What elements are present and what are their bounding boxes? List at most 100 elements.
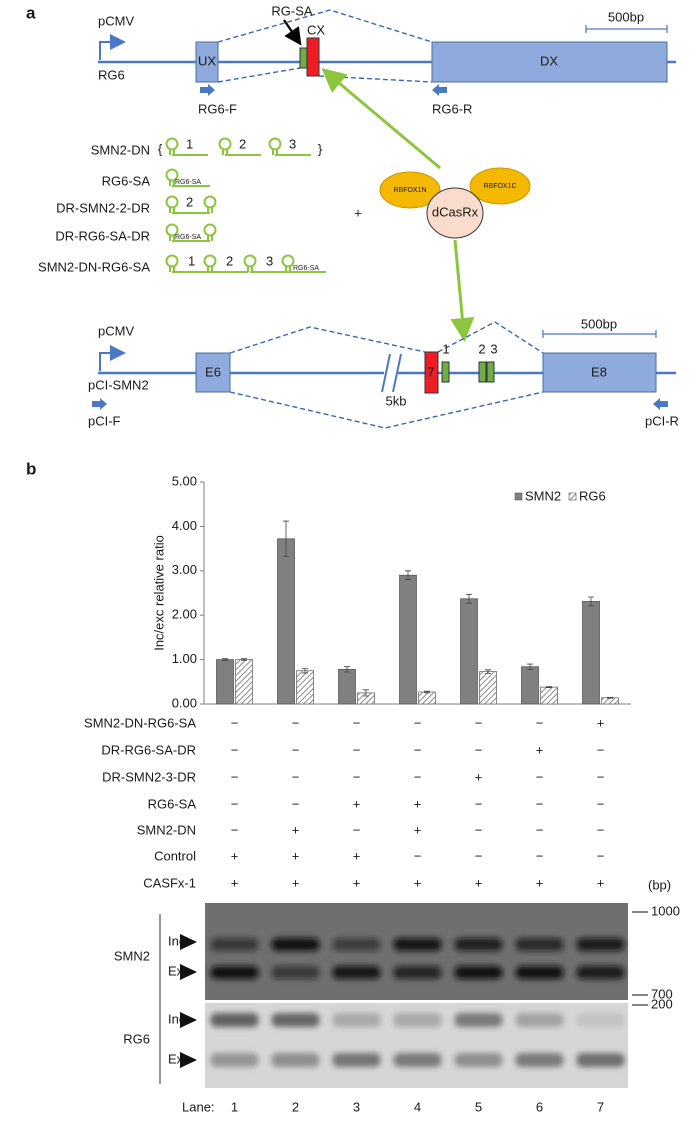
- exon: [195, 352, 231, 393]
- protein: [426, 187, 484, 239]
- exon-label: E8: [591, 364, 607, 379]
- sgrna-site: [486, 361, 495, 383]
- error-bar: [546, 686, 552, 688]
- primer-label: pCI-R: [645, 413, 679, 428]
- error-bar: [588, 596, 594, 607]
- break-mark: [381, 353, 402, 393]
- protein: [469, 167, 531, 205]
- gel: 1 2 3 4 5 6 7Lane:(bp)1000700200SMN2IncExcRG6I…: [114, 877, 680, 1114]
- guide-element: 3: [289, 136, 296, 151]
- legend-swatch: [568, 492, 577, 501]
- condition-mark: −: [597, 769, 605, 784]
- condition-mark: −: [475, 715, 483, 730]
- primer-arrow: [200, 84, 215, 96]
- hairpin: [218, 137, 232, 151]
- condition-mark: −: [536, 822, 544, 837]
- gel-band: [454, 966, 503, 979]
- bar: [216, 659, 234, 705]
- condition-mark: −: [231, 769, 239, 784]
- condition-mark: −: [597, 848, 605, 863]
- condition-mark: +: [414, 875, 422, 890]
- primer-arrow: [92, 398, 107, 410]
- exon: [431, 41, 668, 83]
- lane-number: 7: [597, 1099, 604, 1114]
- scale-bar: [585, 25, 668, 33]
- gel-band: [393, 938, 442, 951]
- hairpin: [207, 235, 213, 241]
- exon-splice-site: [299, 47, 308, 69]
- lane-number: 3: [353, 1099, 360, 1114]
- condition-mark: +: [231, 848, 239, 863]
- splice-path: [217, 67, 301, 83]
- condition-label: SMN2-DN: [137, 822, 196, 837]
- primer-label: RG6-F: [198, 101, 237, 116]
- splice-site-label: RG-SA: [271, 3, 313, 18]
- lane-number: 4: [414, 1099, 421, 1114]
- guide-name: DR-RG6-SA-DR: [55, 228, 150, 243]
- splice-path: [229, 391, 544, 429]
- protein-label: RBFOX1N: [393, 187, 426, 194]
- y-axis-label: Inc/exc relative ratio: [151, 535, 166, 651]
- condition-mark: −: [292, 742, 300, 757]
- size-unit: (bp): [648, 877, 671, 892]
- guide-name: RG6-SA: [102, 173, 151, 188]
- band-arrow: [180, 1012, 197, 1028]
- plus-sign: +: [354, 205, 362, 220]
- condition-mark: −: [353, 822, 361, 837]
- bar-chart: 0.00 1.00 2.00 3.00 4.00 5.00 Inc/exc relative…: [151, 473, 631, 710]
- gel-band: [393, 966, 442, 979]
- condition-mark: −: [475, 848, 483, 863]
- exon-label: UX: [198, 53, 216, 68]
- error-bar: [222, 658, 228, 661]
- primer-arrow: [432, 84, 447, 96]
- condition-mark: −: [292, 796, 300, 811]
- condition-mark: −: [353, 742, 361, 757]
- gel-band: [515, 1053, 564, 1067]
- guide-element: 2: [239, 136, 246, 151]
- exon: [195, 41, 219, 83]
- gel-band: [271, 1013, 320, 1027]
- band-arrow: [180, 964, 197, 980]
- condition-mark: −: [414, 715, 422, 730]
- gel-image: [205, 903, 628, 1000]
- size-marker: 200: [651, 996, 673, 1011]
- condition-mark: −: [475, 796, 483, 811]
- primer-label: RG6-R: [432, 101, 472, 116]
- splice-path: [217, 9, 433, 43]
- promoter-label: pCMV: [98, 323, 134, 338]
- condition-mark: −: [597, 822, 605, 837]
- bar: [601, 697, 619, 705]
- error-bar: [466, 593, 472, 604]
- y-tick-label: 5.00: [172, 473, 197, 488]
- y-tick-label: 0.00: [172, 695, 197, 710]
- band-arrow: [180, 934, 197, 950]
- legend-label: SMN2: [525, 488, 561, 503]
- condition-mark: +: [536, 875, 544, 890]
- error-bar: [363, 689, 369, 697]
- gel-band: [515, 966, 564, 979]
- condition-mark: −: [231, 822, 239, 837]
- exon-label: 7: [427, 364, 434, 379]
- condition-mark: +: [292, 822, 300, 837]
- guide-element: 3: [266, 253, 273, 268]
- panel-label: b: [26, 459, 36, 478]
- promoter-arrow: [99, 345, 126, 371]
- size-marker: 700: [651, 986, 673, 1001]
- guide-element: 1: [186, 136, 193, 151]
- gel-band: [576, 966, 625, 979]
- gel-band: [271, 1053, 320, 1067]
- protein-label: dCasRx: [432, 204, 479, 219]
- lane-number: 5: [475, 1099, 482, 1114]
- condition-mark: −: [231, 715, 239, 730]
- bar: [460, 598, 478, 705]
- condition-mark: −: [292, 769, 300, 784]
- panel-label: a: [26, 3, 36, 22]
- bar: [418, 691, 436, 705]
- gel-band: [515, 1013, 564, 1027]
- condition-label: SMN2-DN-RG6-SA: [84, 715, 196, 730]
- condition-mark: −: [414, 848, 422, 863]
- error-bar: [302, 668, 308, 674]
- hairpin: [165, 195, 179, 209]
- gel-band: [576, 1053, 625, 1067]
